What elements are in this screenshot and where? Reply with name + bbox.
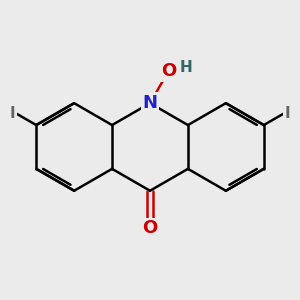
Text: O: O: [161, 62, 176, 80]
Text: I: I: [285, 106, 290, 121]
Text: O: O: [142, 220, 158, 238]
Text: N: N: [142, 94, 158, 112]
Text: H: H: [179, 60, 192, 75]
Text: I: I: [10, 106, 15, 121]
